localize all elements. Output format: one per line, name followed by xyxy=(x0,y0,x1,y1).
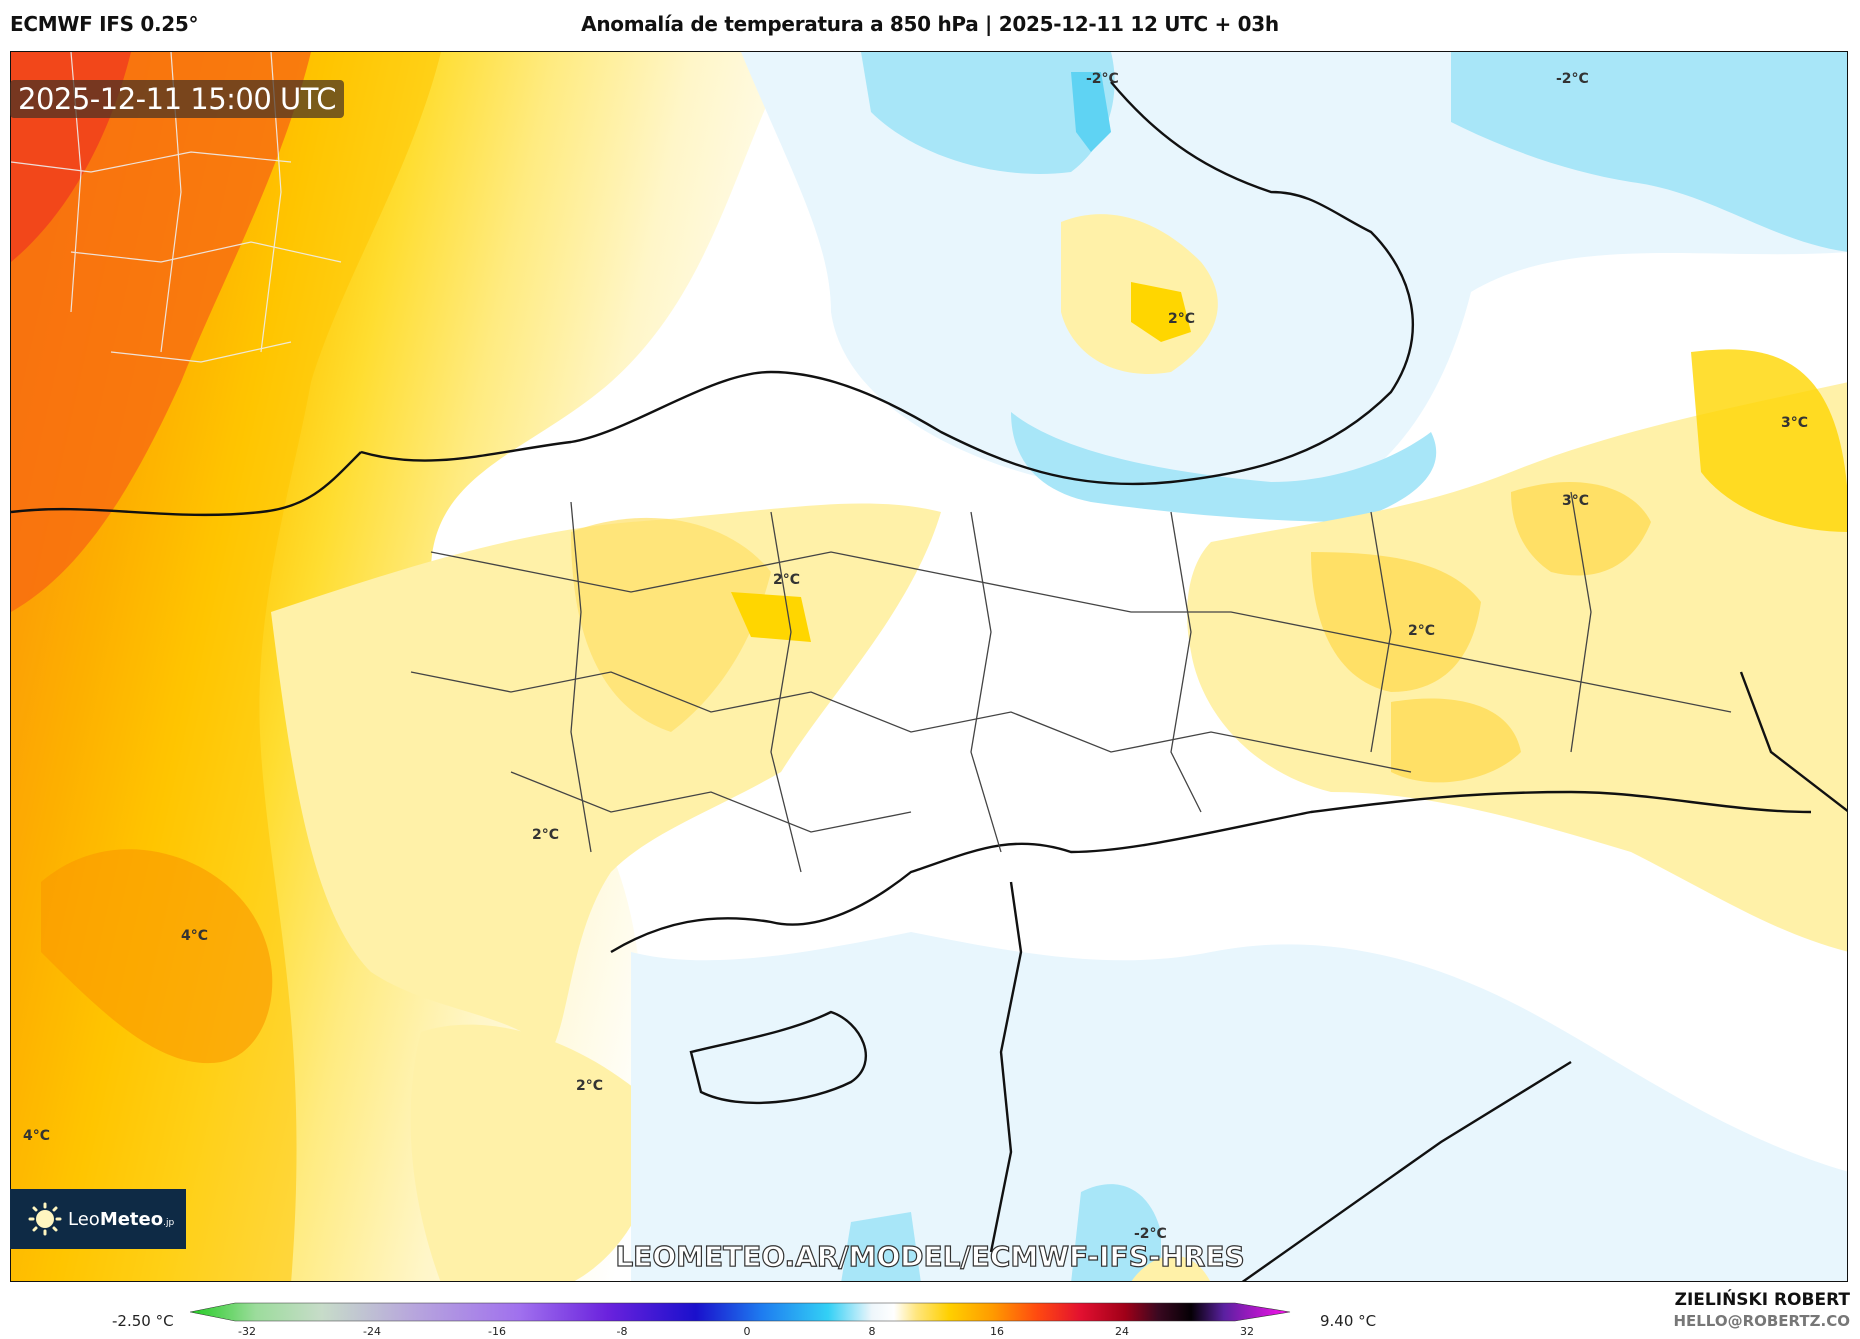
map-canvas: -2°C -2°C 2°C 3°C 3°C 2°C 2°C 2°C 4°C 2°… xyxy=(10,51,1848,1282)
contour-label: -2°C xyxy=(1086,71,1119,87)
colorbar-tick: 16 xyxy=(990,1325,1004,1338)
contour-label: -2°C xyxy=(1134,1226,1167,1242)
colorbar-min-label: -2.50 °C xyxy=(112,1312,174,1330)
contour-label: 2°C xyxy=(773,572,801,588)
contour-label: 4°C xyxy=(181,928,209,944)
temperature-anomaly-field xyxy=(11,52,1847,1281)
sun-icon xyxy=(28,1202,62,1236)
valid-time-badge: 2025-12-11 15:00 UTC xyxy=(10,80,345,118)
model-title: ECMWF IFS 0.25° xyxy=(10,12,199,36)
contour-label: 2°C xyxy=(1168,311,1196,327)
contour-label: 2°C xyxy=(532,827,560,843)
colorbar-tick: -24 xyxy=(363,1325,381,1338)
leometeo-logo: LeoMeteo.jp xyxy=(10,1189,186,1249)
watermark-url: LEOMETEO.AR/MODEL/ECMWF-IFS-HRES xyxy=(615,1239,1246,1273)
colorbar-tick: -16 xyxy=(488,1325,506,1338)
author-email: HELLO@ROBERTZ.CO xyxy=(1673,1312,1850,1330)
contour-label: 2°C xyxy=(1408,623,1436,639)
contour-label: 3°C xyxy=(1781,415,1809,431)
colorbar-max-label: 9.40 °C xyxy=(1320,1312,1377,1330)
colorbar-tick: 0 xyxy=(743,1325,751,1338)
author-name: ZIELIŃSKI ROBERT xyxy=(1674,1290,1850,1310)
colorbar-tick: -8 xyxy=(616,1325,628,1338)
contour-label: 3°C xyxy=(1562,493,1590,509)
colorbar-tick: 32 xyxy=(1240,1325,1254,1338)
colorbar-tick: -32 xyxy=(238,1325,256,1338)
colorbar-tick: 8 xyxy=(868,1325,876,1338)
colorbar xyxy=(189,1300,1300,1338)
colorbar-tick: 24 xyxy=(1115,1325,1129,1338)
contour-label: -2°C xyxy=(1556,71,1589,87)
logo-text: LeoMeteo.jp xyxy=(68,1208,175,1230)
contour-label: 4°C xyxy=(23,1128,51,1144)
chart-title: Anomalía de temperatura a 850 hPa | 2025… xyxy=(581,12,1279,36)
contour-label: 2°C xyxy=(576,1078,604,1094)
